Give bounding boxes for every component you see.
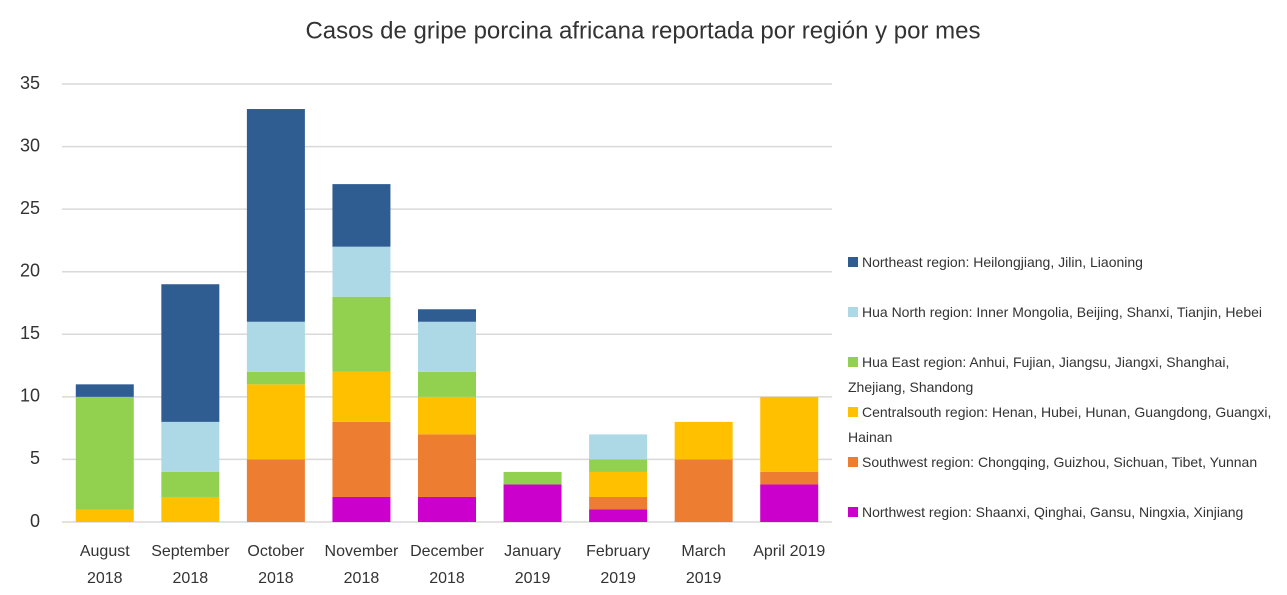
bar-segment (161, 421, 220, 472)
legend-swatch (848, 307, 858, 317)
x-tick-label: March 2019 (681, 543, 726, 587)
bar-segment (161, 496, 220, 522)
bar-segment (418, 371, 476, 397)
bar-segment (503, 484, 562, 522)
y-tick-label: 0 (30, 511, 40, 531)
bar-segment (418, 396, 476, 435)
y-tick-label: 10 (20, 386, 40, 406)
bar-segment (760, 471, 819, 485)
bar-segment (674, 459, 733, 522)
bar-segment (332, 184, 391, 247)
bar-segment (332, 421, 391, 497)
legend-label: Northeast region: Heilongjiang, Jilin, L… (862, 254, 1143, 270)
bar-segment (75, 509, 134, 522)
bar-segment (418, 309, 476, 322)
bar-segment (760, 484, 819, 522)
bar-segment (246, 371, 305, 385)
bar-segment (332, 296, 391, 372)
y-tick-label: 35 (20, 73, 40, 93)
bar-segment (75, 396, 134, 510)
x-tick-label: January 2019 (504, 543, 561, 587)
bar-segment (332, 246, 391, 297)
legend-item: Northwest region: Shaanxi, Qinghai, Gans… (848, 500, 1278, 525)
x-tick-label: November 2018 (324, 543, 399, 587)
y-tick-label: 25 (20, 198, 40, 218)
x-tick-label: September 2018 (151, 543, 230, 587)
legend-swatch (848, 457, 858, 467)
bar-segment (246, 384, 305, 460)
x-tick-label: December 2018 (410, 543, 484, 587)
legend-item: Hua North region: Inner Mongolia, Beijin… (848, 300, 1278, 325)
x-tick-label: February 2019 (586, 543, 651, 587)
bar-segment (332, 496, 391, 522)
bar-segment (589, 434, 648, 460)
legend-swatch (848, 357, 858, 367)
legend-item: Hua East region: Anhui, Fujian, Jiangsu,… (848, 350, 1278, 400)
legend-item: Southwest region: Chongqing, Guizhou, Si… (848, 450, 1278, 475)
bar-segment (589, 496, 648, 510)
legend-label: Hua North region: Inner Mongolia, Beijin… (862, 304, 1263, 320)
legend-label: Centralsouth region: Henan, Hubei, Hunan… (848, 404, 1272, 445)
legend-label: Southwest region: Chongqing, Guizhou, Si… (862, 454, 1258, 470)
bar-segment (589, 509, 648, 522)
bar-segment (161, 471, 220, 497)
bar-segment (161, 284, 220, 422)
y-tick-label: 5 (30, 448, 40, 468)
bar-segment (503, 471, 562, 485)
legend-swatch (848, 507, 858, 517)
bar-segment (674, 421, 733, 460)
bar-segment (418, 321, 476, 372)
legend-label: Northwest region: Shaanxi, Qinghai, Gans… (862, 504, 1244, 520)
x-tick-label: August 2018 (79, 543, 130, 587)
bar-segment (75, 384, 134, 397)
bar-segment (589, 471, 648, 497)
bar-segment (418, 496, 476, 522)
bar-segment (246, 109, 305, 322)
chart-title: Casos de gripe porcina africana reportad… (305, 17, 980, 44)
legend-item: Centralsouth region: Henan, Hubei, Hunan… (848, 400, 1278, 450)
y-tick-label: 15 (20, 323, 40, 343)
legend-label: Hua East region: Anhui, Fujian, Jiangsu,… (848, 354, 1230, 395)
legend-item: Northeast region: Heilongjiang, Jilin, L… (848, 250, 1278, 275)
x-tick-label: October 2018 (247, 543, 305, 587)
x-tick-label: April 2019 (753, 543, 826, 560)
bar-segment (589, 459, 648, 472)
bar-segment (246, 321, 305, 372)
bar-segment (332, 371, 391, 422)
bar-segment (246, 459, 305, 522)
bar-segment (760, 396, 819, 472)
legend-swatch (848, 257, 858, 267)
legend-swatch (848, 407, 858, 417)
bar-segment (418, 434, 476, 497)
y-tick-label: 20 (20, 260, 40, 280)
y-tick-label: 30 (20, 135, 40, 155)
